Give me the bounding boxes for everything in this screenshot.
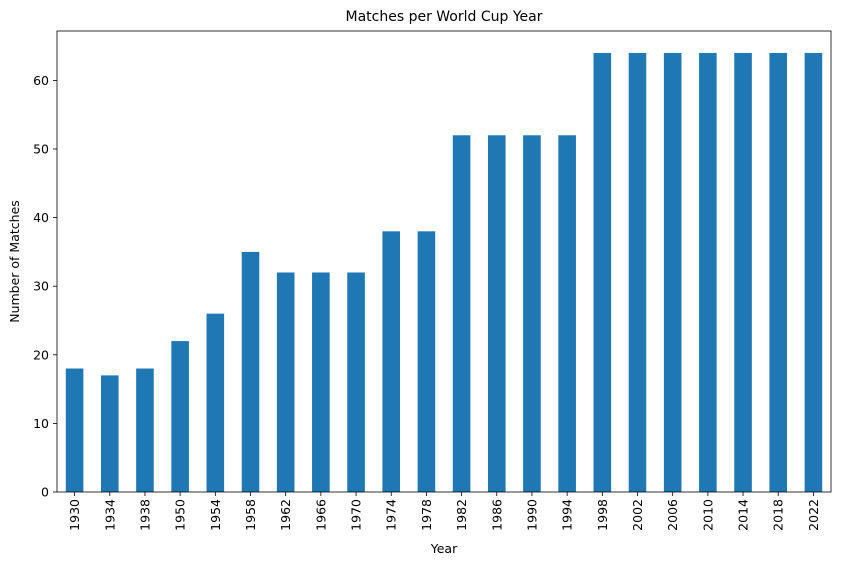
bar-1930: [65, 368, 84, 492]
x-axis-title: Year: [430, 541, 458, 556]
y-tick-label: 10: [33, 416, 49, 431]
bar-2014: [734, 52, 752, 492]
x-tick-label: 1982: [454, 499, 469, 531]
bar-1934: [100, 375, 119, 492]
x-tick-label: 2006: [665, 499, 680, 531]
x-tick-label: 1986: [489, 499, 504, 531]
plot-frame: [56, 30, 832, 493]
bar-1938: [136, 368, 154, 492]
y-tick-label: 50: [33, 141, 49, 156]
x-tick-label: 1958: [243, 499, 258, 531]
x-tick-label: 1934: [102, 499, 117, 531]
x-tick-label: 1954: [208, 499, 223, 531]
bar-2018: [769, 52, 788, 492]
x-tick-label: 2002: [630, 499, 645, 531]
bar-1958: [241, 251, 260, 492]
bar-1966: [312, 272, 330, 492]
bar-1954: [206, 313, 225, 492]
x-tick-label: 1962: [278, 499, 293, 531]
x-tick-label: 1994: [560, 499, 575, 531]
bar-2006: [663, 52, 682, 492]
x-tick-label: 1930: [67, 499, 82, 531]
bar-2002: [628, 52, 647, 492]
y-tick-label: 60: [33, 73, 49, 88]
bar-2022: [804, 52, 823, 492]
x-tick-label: 1974: [384, 499, 399, 531]
bars-group: [65, 52, 823, 492]
x-tick-label: 2022: [806, 499, 821, 531]
x-tick-label: 1966: [313, 499, 328, 531]
y-tick-label: 30: [33, 279, 49, 294]
bar-1974: [382, 231, 401, 492]
x-tick-label: 1950: [173, 499, 188, 531]
bar-1950: [171, 341, 189, 492]
y-axis-ticks: 0 10 20 30 40 50 60: [33, 73, 57, 500]
y-tick-label: 20: [33, 347, 49, 362]
x-tick-label: 2010: [700, 499, 715, 531]
bar-1990: [523, 135, 541, 492]
bar-1986: [487, 135, 506, 492]
bar-1982: [452, 135, 471, 492]
x-axis-ticks: 1930 1934 1938 1950 1954 1958 1962 1966 1970 1974…: [67, 492, 821, 531]
bar-2010: [699, 52, 717, 492]
y-axis-title: Number of Matches: [7, 200, 22, 323]
bar-1970: [347, 272, 365, 492]
bar-1978: [417, 231, 436, 492]
bar-1962: [276, 272, 295, 492]
bar-1998: [593, 52, 612, 492]
x-tick-label: 2014: [736, 499, 751, 531]
bar-1994: [558, 135, 576, 492]
x-tick-label: 1990: [524, 499, 539, 531]
x-tick-label: 1970: [349, 499, 364, 531]
x-tick-label: 2018: [771, 499, 786, 531]
y-tick-label: 0: [41, 485, 49, 500]
y-tick-label: 40: [33, 210, 49, 225]
x-tick-label: 1938: [137, 499, 152, 531]
x-tick-label: 1998: [595, 499, 610, 531]
chart-title: Matches per World Cup Year: [346, 9, 543, 25]
x-tick-label: 1978: [419, 499, 434, 531]
